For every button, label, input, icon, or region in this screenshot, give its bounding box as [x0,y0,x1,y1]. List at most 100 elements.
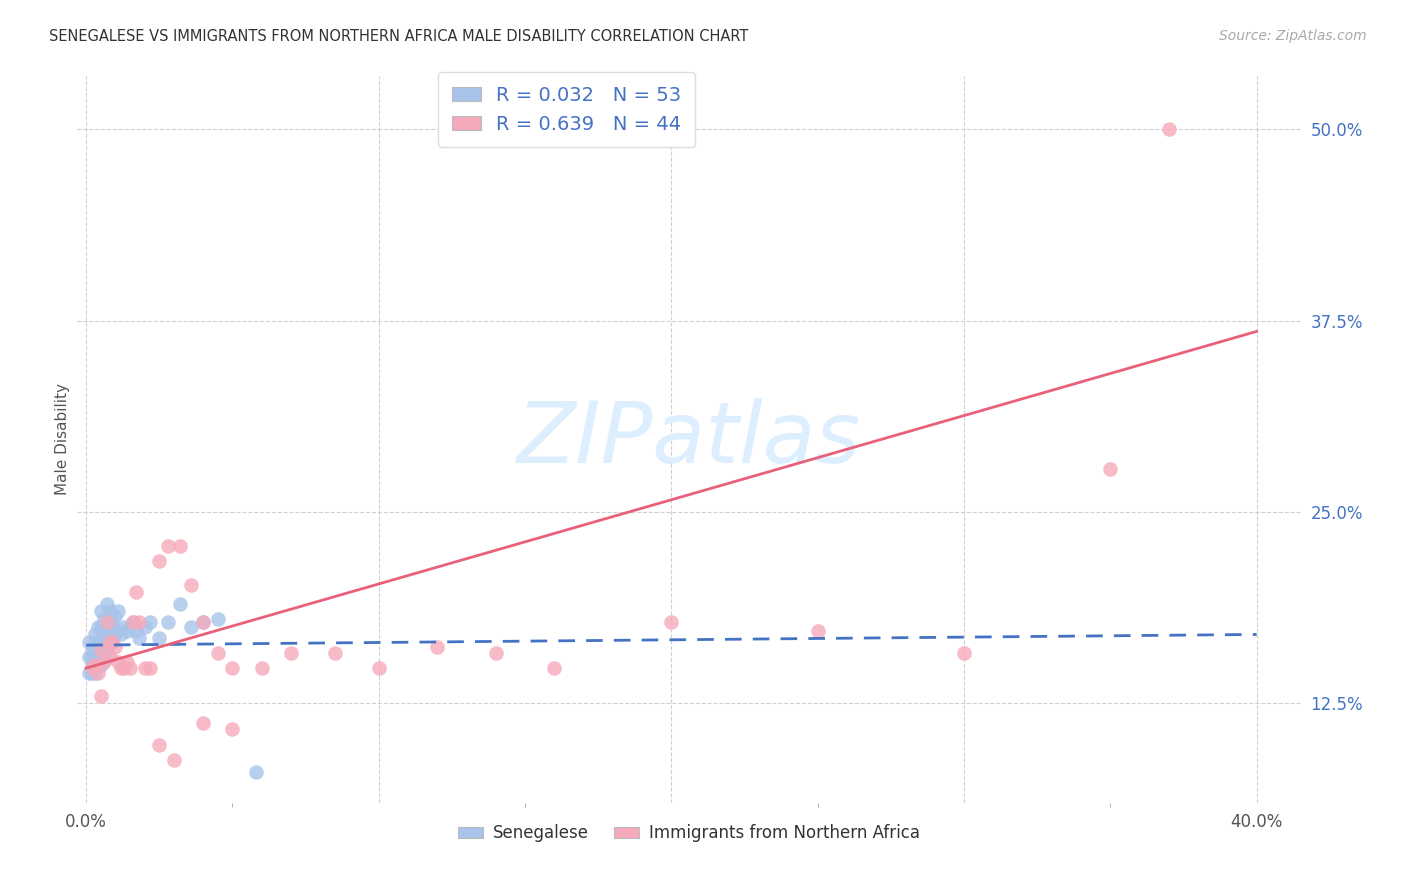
Point [207,646,229,660]
Point [83,635,105,649]
Point [221,723,243,737]
Point [107,624,129,639]
Point [93,655,115,669]
Point [83,658,105,673]
Point [110,661,132,675]
Point [96,646,118,660]
Point [104,640,127,654]
Point [157,615,180,630]
Point [87,635,110,649]
Point [98,605,121,619]
Point [250,661,273,675]
Text: ZIPatlas: ZIPatlas [517,398,860,481]
Point [98,650,121,665]
Point [953,646,976,660]
Point [245,765,267,780]
Point [87,642,110,657]
Point [101,615,124,630]
Point [93,640,115,654]
Point [77,665,100,680]
Point [83,658,105,673]
Legend: Senegalese, Immigrants from Northern Africa: Senegalese, Immigrants from Northern Afr… [451,818,927,849]
Point [148,631,170,645]
Point [80,650,103,665]
Point [93,624,115,639]
Point [87,665,110,680]
Point [207,612,229,626]
Point [77,650,100,665]
Point [83,627,105,641]
Text: SENEGALESE VS IMMIGRANTS FROM NORTHERN AFRICA MALE DISABILITY CORRELATION CHART: SENEGALESE VS IMMIGRANTS FROM NORTHERN A… [49,29,748,44]
Point [98,620,121,634]
Point [96,615,118,630]
Point [191,615,214,630]
Point [90,658,112,673]
Point [90,646,112,660]
Point [163,753,186,767]
Point [139,615,162,630]
Point [280,646,302,660]
Point [485,646,508,660]
Point [191,615,214,630]
Point [221,661,243,675]
Point [90,620,112,634]
Point [139,661,162,675]
Point [128,615,150,630]
Point [83,665,105,680]
Point [96,615,118,630]
Point [122,615,145,630]
Point [180,578,202,592]
Point [134,620,156,634]
Point [87,620,110,634]
Point [87,658,110,673]
Point [107,655,129,669]
Point [101,631,124,645]
Point [807,624,830,639]
Text: Source: ZipAtlas.com: Source: ZipAtlas.com [1219,29,1367,43]
Point [367,661,389,675]
Point [90,605,112,619]
Point [118,661,141,675]
Point [83,650,105,665]
Point [115,624,138,639]
Point [98,635,121,649]
Point [125,584,148,599]
Point [98,635,121,649]
Point [169,597,191,611]
Point [169,539,191,553]
Point [180,620,202,634]
Point [543,661,565,675]
Point [90,689,112,703]
Point [110,627,132,641]
Point [104,609,127,624]
Point [125,624,148,639]
Point [112,661,135,675]
Point [323,646,346,660]
Point [128,631,150,645]
Point [80,658,103,673]
Point [80,661,103,675]
Point [157,539,180,553]
Point [90,642,112,657]
Point [80,665,103,680]
Point [1157,122,1180,136]
Point [118,620,141,634]
Point [122,615,145,630]
Y-axis label: Male Disability: Male Disability [55,384,70,495]
Point [107,605,129,619]
Point [426,640,449,654]
Point [90,635,112,649]
Point [96,631,118,645]
Point [115,655,138,669]
Point [1099,462,1122,476]
Point [148,738,170,752]
Point [96,597,118,611]
Point [191,716,214,731]
Point [112,620,135,634]
Point [77,635,100,649]
Point [148,554,170,568]
Point [80,642,103,657]
Point [101,635,124,649]
Point [93,612,115,626]
Point [104,627,127,641]
